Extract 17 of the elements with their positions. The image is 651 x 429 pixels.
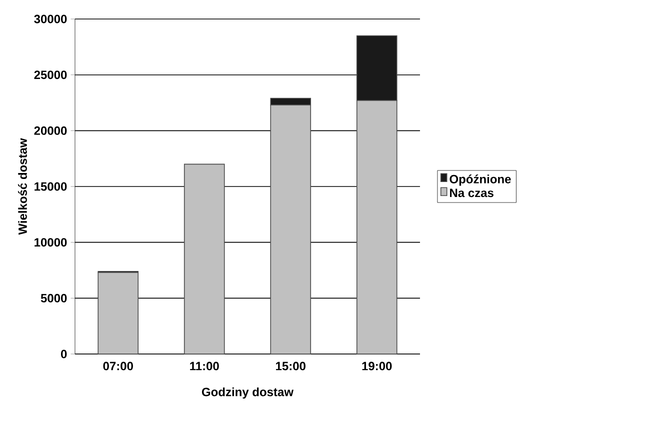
y-tick-label: 10000 <box>34 238 67 247</box>
y-tick-label: 30000 <box>34 14 67 24</box>
y-tick-label: 15000 <box>34 182 67 191</box>
legend-label: Opóźnione <box>450 174 511 186</box>
bar <box>184 164 225 354</box>
x-tick-label: 15:00 <box>276 362 306 370</box>
y-tick-label: 0 <box>60 350 67 358</box>
y-tick-label: 20000 <box>34 126 67 135</box>
y-axis-title: Wielkość dostaw <box>18 138 27 235</box>
bar <box>98 272 139 354</box>
x-tick-label: 19:00 <box>362 362 392 370</box>
legend-label: Na czas <box>450 188 494 198</box>
y-tick-label: 25000 <box>34 70 67 80</box>
x-tick-label: 11:00 <box>190 362 219 370</box>
x-axis-title: Godziny dostaw <box>202 387 294 399</box>
y-tick-label: 5000 <box>40 294 67 302</box>
x-tick-label: 07:00 <box>103 362 133 370</box>
